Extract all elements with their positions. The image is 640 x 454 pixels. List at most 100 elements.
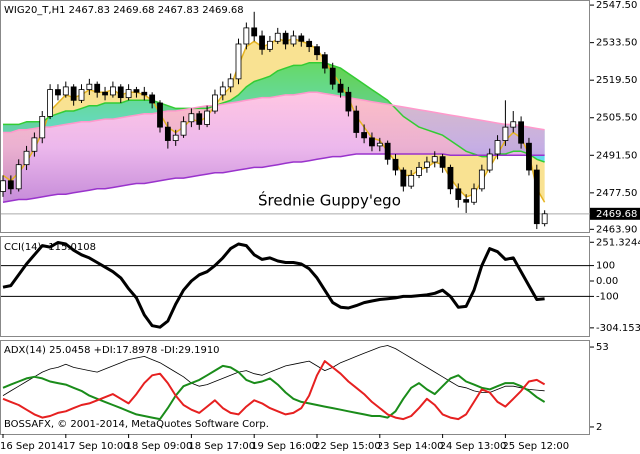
x-tick-label: 22 Sep 15:00 <box>314 441 381 452</box>
candle-body <box>369 137 375 147</box>
candle-body <box>204 110 211 125</box>
candle-body <box>110 86 116 96</box>
candle-body <box>266 40 273 50</box>
y-tick-label: -100 <box>596 291 619 302</box>
candle-body <box>345 91 352 112</box>
candle-body <box>243 27 250 45</box>
candle-body <box>180 121 187 136</box>
candle-body <box>47 89 53 117</box>
candle-body <box>196 113 203 125</box>
candle-body <box>478 169 485 190</box>
candle-body <box>164 126 171 141</box>
candle-body <box>31 137 38 152</box>
candle-body <box>337 83 344 93</box>
x-tick-label: 24 Sep 13:00 <box>440 441 507 452</box>
x-tick-label: 16 Sep 2014 <box>0 441 63 452</box>
price-tag-label: 2469.68 <box>596 209 637 220</box>
candle-body <box>321 54 328 69</box>
candle-body <box>70 86 77 101</box>
candle-body <box>329 67 336 85</box>
candle-body <box>102 91 108 96</box>
indicator-line <box>2 360 546 421</box>
y-tick-label: 2547.50 <box>596 0 637 11</box>
candle-body <box>494 140 501 155</box>
x-tick-label: 17 Sep 10:00 <box>63 441 130 452</box>
y-tick-label: 251.3244 <box>596 237 640 248</box>
candle-body <box>172 134 179 141</box>
y-tick-label: 100 <box>596 261 615 272</box>
ribbon-line <box>2 153 545 203</box>
candle-body <box>392 158 399 171</box>
y-tick-label: 2505.50 <box>596 113 637 124</box>
candle-body <box>15 164 22 190</box>
candle-body <box>39 116 46 139</box>
candle-body <box>306 40 313 48</box>
y-tick-label: 2 <box>596 422 602 433</box>
y-tick-label: 2519.50 <box>596 75 637 86</box>
candle-body <box>7 180 14 190</box>
ribbon-line <box>3 91 545 134</box>
candle-body <box>188 113 195 123</box>
candle-body <box>400 169 407 187</box>
ribbon-fill <box>3 38 545 203</box>
candle-body <box>447 166 454 190</box>
candle-body <box>251 27 258 37</box>
indicator-line <box>2 345 545 396</box>
candle-body <box>353 110 360 133</box>
candle-body <box>510 121 517 128</box>
candle-body <box>541 213 548 225</box>
candle-body <box>431 156 438 163</box>
indicator-title: ADX(14) 25.0458 +DI:17.8978 -DI:29.1910 <box>4 345 220 356</box>
candle-body <box>439 156 446 168</box>
candle-body <box>141 91 148 96</box>
y-tick-label: 2533.50 <box>596 38 637 49</box>
x-tick-label: 25 Sep 12:00 <box>502 441 569 452</box>
candle-body <box>526 142 532 171</box>
y-tick-label: 2477.50 <box>596 188 637 199</box>
price-tag <box>590 207 640 220</box>
candle-body <box>518 121 524 144</box>
ribbon-line <box>2 37 546 203</box>
pane-frame <box>0 236 590 337</box>
candle-body <box>463 199 470 203</box>
candle-body <box>274 32 281 42</box>
indicator-line <box>2 241 545 329</box>
x-tick-label: 23 Sep 14:00 <box>377 441 444 452</box>
x-tick-label: 18 Sep 09:00 <box>126 441 193 452</box>
candle-body <box>78 89 85 101</box>
candle-body <box>502 126 509 141</box>
candle-body <box>282 32 289 45</box>
x-tick-label: 18 Sep 17:00 <box>188 441 255 452</box>
candle-body <box>235 43 242 80</box>
pane-frame <box>0 0 590 233</box>
candle-body <box>219 86 226 96</box>
y-tick-label: 2463.90 <box>596 224 637 235</box>
candle-body <box>423 161 430 168</box>
candle-body <box>227 78 234 88</box>
candle-body <box>149 94 156 104</box>
y-tick-label: 53 <box>596 342 609 353</box>
candle-body <box>361 132 368 139</box>
y-tick-label: 0.00 <box>596 276 618 287</box>
candle-body <box>62 86 69 96</box>
footer: BOSSAFX, © 2001-2014, MetaQuotes Softwar… <box>4 419 269 430</box>
candle-body <box>486 153 493 171</box>
pane-frame <box>0 340 590 435</box>
candle-body <box>471 188 477 203</box>
chart-title: WIG20_T,H1 2467.83 2469.68 2467.83 2469.… <box>4 5 244 16</box>
candle-body <box>94 83 101 93</box>
candle-body <box>290 35 297 45</box>
candle-body <box>455 188 462 200</box>
candle-body <box>125 89 132 99</box>
candle-body <box>416 166 422 176</box>
candle-body <box>157 102 163 128</box>
candle-body <box>55 89 61 96</box>
candle-body <box>314 46 320 56</box>
x-tick-label: 19 Sep 16:00 <box>251 441 318 452</box>
candle-body <box>23 150 30 166</box>
indicator-title: CCI(14) -115.0108 <box>4 242 96 253</box>
candle-body <box>133 89 140 93</box>
candle-body <box>259 35 265 50</box>
